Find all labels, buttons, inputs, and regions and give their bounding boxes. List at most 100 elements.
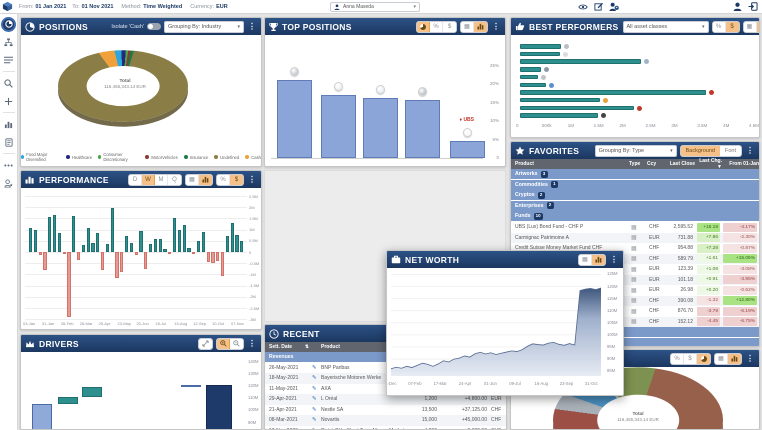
position-bar[interactable] bbox=[321, 95, 356, 158]
view-chart-button[interactable] bbox=[756, 21, 759, 32]
column-header[interactable]: Last Chg. ▼ bbox=[699, 158, 722, 170]
drivers-chart[interactable]: 140M 130M 120M 110M 100M 90M bbox=[21, 352, 261, 429]
performance-bar[interactable] bbox=[182, 225, 186, 252]
column-header[interactable]: Ccy bbox=[647, 161, 657, 167]
performance-bar[interactable] bbox=[129, 243, 133, 252]
performance-bar[interactable] bbox=[29, 228, 33, 252]
performance-bar[interactable] bbox=[187, 247, 191, 252]
view-chart-button[interactable] bbox=[474, 21, 487, 32]
performance-chart[interactable]: 2.5M 2M 1.5M 1M 0.5M 0 -0.5M -1M -1.5M -2M -2.5M -3… bbox=[21, 188, 261, 329]
performance-bar[interactable] bbox=[105, 244, 109, 252]
period-q-button[interactable]: Q bbox=[168, 174, 181, 185]
performance-bar[interactable] bbox=[197, 240, 201, 252]
view-chart-button[interactable] bbox=[199, 174, 212, 185]
waterfall-bar[interactable] bbox=[180, 385, 201, 388]
period-m-button[interactable]: M bbox=[155, 174, 168, 185]
column-header[interactable]: Type bbox=[629, 161, 641, 167]
performance-bar[interactable] bbox=[206, 252, 210, 263]
sidebar-item-add[interactable] bbox=[1, 93, 17, 109]
sidebar-item-dashboard[interactable] bbox=[1, 16, 17, 32]
performance-bar[interactable] bbox=[125, 236, 129, 252]
period-d-button[interactable]: D bbox=[129, 174, 142, 185]
performance-bar[interactable] bbox=[62, 252, 66, 255]
group-row[interactable]: Revenues bbox=[265, 352, 506, 362]
performance-bar[interactable] bbox=[86, 228, 90, 252]
performance-bar[interactable] bbox=[38, 252, 42, 256]
mode-percent-button[interactable]: % bbox=[430, 21, 443, 32]
performer-bar[interactable] bbox=[520, 67, 541, 72]
donut-ring[interactable] bbox=[58, 50, 188, 122]
position-bar[interactable] bbox=[450, 141, 485, 158]
mode-donut-button[interactable] bbox=[697, 353, 710, 364]
performance-bar[interactable] bbox=[173, 218, 177, 252]
legend-item[interactable]: Consumer Discretionary bbox=[98, 152, 139, 162]
sidebar-item-list[interactable] bbox=[1, 52, 17, 68]
unit-currency-button[interactable]: $ bbox=[725, 21, 739, 32]
from-value[interactable]: 01 Jan 2021 bbox=[35, 3, 67, 10]
isolate-cash-toggle[interactable] bbox=[147, 23, 161, 30]
performer-bar[interactable] bbox=[520, 74, 539, 80]
table-row[interactable]: ▦ CHF 589.79 +1.61 +15.05% bbox=[511, 253, 759, 264]
performance-bar[interactable] bbox=[235, 235, 239, 252]
period-w-button[interactable]: W bbox=[142, 174, 155, 185]
allocation-menu-kebab-icon[interactable]: ⋮ bbox=[746, 353, 754, 363]
positions-grouping-select[interactable]: Grouping By: Industry ▾ bbox=[164, 20, 244, 33]
table-row[interactable]: ▦ CHF 390.08 -1.32 +12.80% bbox=[511, 295, 759, 306]
table-row[interactable]: 11-May-2021 ✎ AXA bbox=[265, 384, 506, 395]
unit-percent-button[interactable]: % bbox=[217, 174, 230, 185]
net-worth-menu-kebab-icon[interactable]: ⋮ bbox=[610, 254, 618, 264]
column-header[interactable]: Last Close bbox=[669, 161, 695, 167]
view-grid-button[interactable]: ▦ bbox=[461, 21, 474, 32]
performance-bar[interactable] bbox=[168, 252, 172, 255]
compose-icon[interactable] bbox=[594, 2, 603, 11]
legend-item[interactable]: Undefined bbox=[214, 152, 239, 162]
performance-bar[interactable] bbox=[144, 252, 148, 269]
mode-donut-button[interactable] bbox=[417, 21, 430, 32]
sidebar-item-advisor[interactable] bbox=[1, 175, 17, 191]
performance-bar[interactable] bbox=[158, 238, 162, 252]
asset-class-select[interactable]: All asset classes ▾ bbox=[622, 20, 709, 33]
drivers-menu-kebab-icon[interactable]: ⋮ bbox=[248, 338, 256, 348]
performer-bar[interactable] bbox=[520, 97, 601, 103]
position-bar[interactable] bbox=[363, 97, 398, 158]
table-row[interactable]: Credit Suisse Money Market Fund CHF ▦ CHF 9… bbox=[511, 243, 759, 254]
view-grid-button[interactable]: ▦ bbox=[186, 174, 199, 185]
mode-currency-button[interactable]: $ bbox=[684, 353, 697, 364]
performer-bar[interactable] bbox=[520, 113, 598, 118]
expand-button[interactable] bbox=[199, 338, 212, 349]
position-bar[interactable] bbox=[405, 99, 440, 158]
performance-bar[interactable] bbox=[134, 252, 138, 256]
performance-bar[interactable] bbox=[153, 238, 157, 252]
performance-bar[interactable] bbox=[163, 248, 167, 252]
mode-percent-button[interactable]: % bbox=[671, 353, 684, 364]
table-row[interactable]: 08-Mar-2021 ✎ Novartis 15,000 +45,000.00 CHF bbox=[265, 415, 506, 426]
performance-bar[interactable] bbox=[67, 252, 71, 317]
table-row[interactable]: Carmignac Patrimoine A ▦ EUR 731.88 +7.86 -2.… bbox=[511, 232, 759, 243]
unit-percent-button[interactable]: % bbox=[712, 21, 726, 32]
currency-value[interactable]: EUR bbox=[216, 3, 228, 10]
performance-bar[interactable] bbox=[96, 232, 100, 252]
user-select[interactable]: Anna Maseda ▾ bbox=[330, 2, 420, 12]
favorites-grouping-select[interactable]: Grouping By: Type ▾ bbox=[594, 144, 677, 157]
performance-bar[interactable] bbox=[221, 252, 225, 276]
zoom-out-button[interactable] bbox=[230, 338, 243, 349]
table-row[interactable]: ▦ CHF 152.12 -4.45 -6.75% bbox=[511, 316, 759, 327]
view-grid-button[interactable]: ▦ bbox=[579, 254, 592, 265]
performer-bar[interactable] bbox=[520, 90, 707, 95]
performance-bar[interactable] bbox=[211, 252, 215, 264]
group-row[interactable]: Cryptos 2 bbox=[511, 190, 759, 201]
performer-bar[interactable] bbox=[520, 82, 546, 87]
view-chart-button[interactable] bbox=[728, 353, 741, 364]
position-bar[interactable] bbox=[277, 80, 312, 158]
table-row[interactable]: ▦ EUR 26.98 +0.20 -0.62% bbox=[511, 285, 759, 296]
performance-bar[interactable] bbox=[240, 240, 244, 252]
net-worth-area[interactable] bbox=[391, 287, 601, 376]
sidebar-item-analytics[interactable] bbox=[1, 116, 17, 132]
performance-bar[interactable] bbox=[77, 252, 81, 260]
performance-bar[interactable] bbox=[177, 229, 181, 252]
sidebar-item-ledger[interactable] bbox=[1, 134, 17, 150]
performance-bar[interactable] bbox=[225, 236, 229, 252]
performance-bar[interactable] bbox=[48, 217, 52, 252]
performance-bar[interactable] bbox=[139, 230, 143, 252]
group-row[interactable]: Commodities 1 bbox=[511, 179, 759, 190]
